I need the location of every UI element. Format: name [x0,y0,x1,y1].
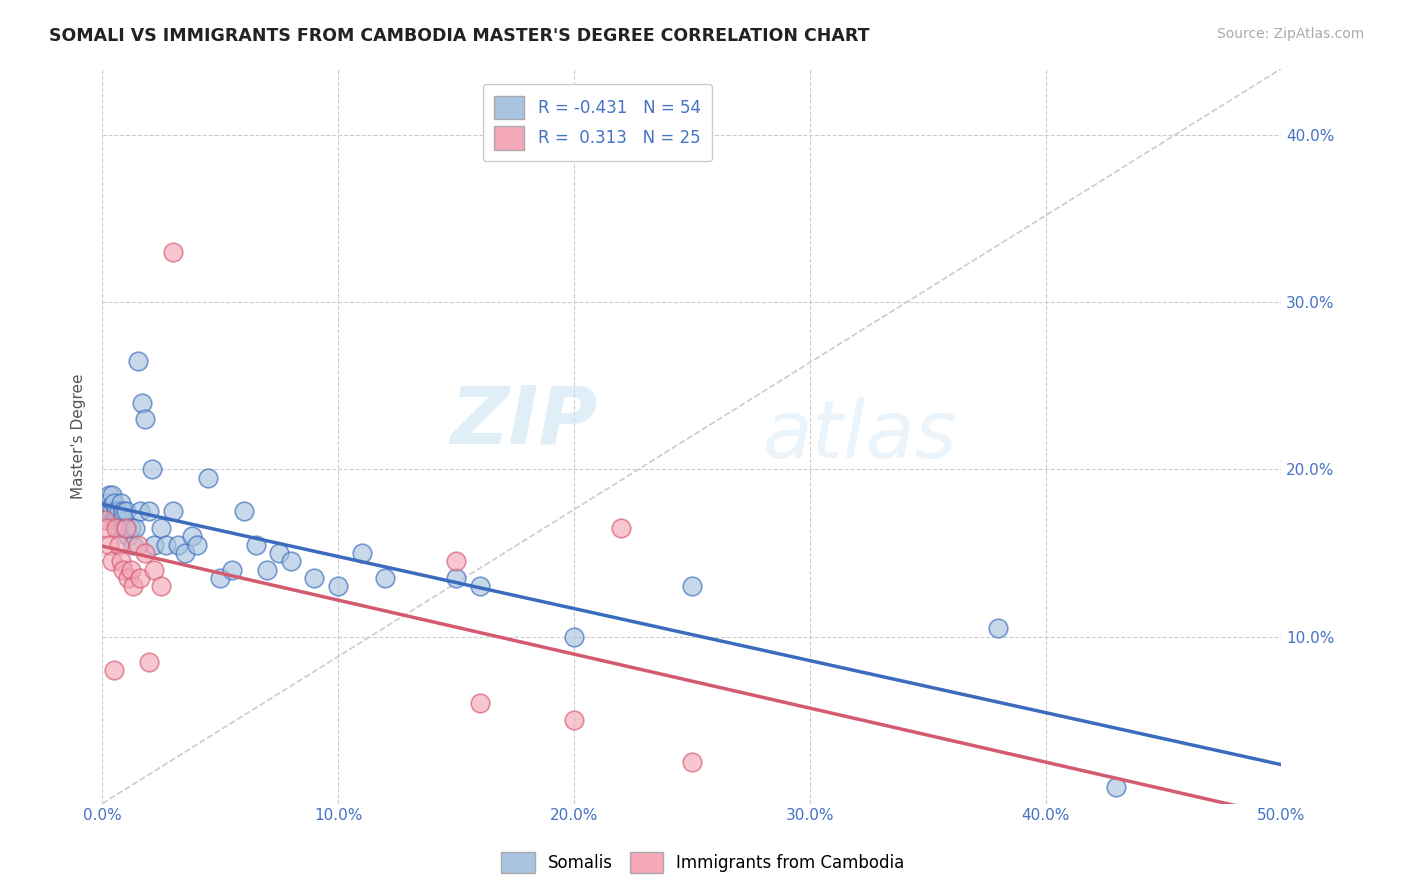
Text: ZIP: ZIP [450,383,598,460]
Point [444,571,467,585]
Point [468,697,491,711]
Point [134,412,156,426]
Point [155,538,177,552]
Point [138,504,160,518]
Point [129,571,152,585]
Point [280,554,302,568]
Point [103,496,125,510]
Point [96,521,118,535]
Point [209,571,232,585]
Point [103,663,125,677]
Point [107,538,129,552]
Point [105,521,128,535]
Point [100,487,122,501]
Point [112,521,135,535]
Point [350,546,373,560]
Point [562,630,585,644]
Point [245,538,267,552]
Point [107,521,129,535]
Point [374,571,396,585]
Point [150,521,173,535]
Point [112,504,135,518]
Point [267,546,290,560]
Point [124,521,146,535]
Point [98,504,121,518]
Point [110,513,132,527]
Point [681,579,703,593]
Point [468,579,491,593]
Point [103,513,125,527]
Point [127,538,149,552]
Point [197,471,219,485]
Point [117,571,139,585]
Point [173,546,195,560]
Point [114,521,136,535]
Point [180,529,202,543]
Point [143,563,166,577]
Point [326,579,349,593]
Point [304,571,326,585]
Point [110,554,132,568]
Point [221,563,243,577]
Point [681,755,703,769]
Point [562,713,585,727]
Point [131,395,153,409]
Point [122,579,145,593]
Text: SOMALI VS IMMIGRANTS FROM CAMBODIA MASTER'S DEGREE CORRELATION CHART: SOMALI VS IMMIGRANTS FROM CAMBODIA MASTE… [49,27,870,45]
Point [98,487,121,501]
Point [232,504,254,518]
Point [122,538,145,552]
Point [129,504,152,518]
Point [100,504,122,518]
Point [114,521,136,535]
Text: atlas: atlas [762,397,957,475]
Point [987,621,1010,635]
Point [143,538,166,552]
Point [93,513,115,527]
Point [444,554,467,568]
Point [105,513,128,527]
Point [105,504,128,518]
Point [120,563,142,577]
Point [138,655,160,669]
Point [98,538,121,552]
Point [96,496,118,510]
Point [610,521,633,535]
Point [110,496,132,510]
Point [114,504,136,518]
Point [186,538,208,552]
Point [141,462,163,476]
Point [93,504,115,518]
Legend: Somalis, Immigrants from Cambodia: Somalis, Immigrants from Cambodia [495,846,911,880]
Text: Source: ZipAtlas.com: Source: ZipAtlas.com [1216,27,1364,41]
Point [100,554,122,568]
Y-axis label: Master's Degree: Master's Degree [72,374,86,499]
Point [150,579,173,593]
Legend: R = -0.431   N = 54, R =  0.313   N = 25: R = -0.431 N = 54, R = 0.313 N = 25 [482,84,713,161]
Point [127,354,149,368]
Point [162,504,184,518]
Point [112,563,135,577]
Point [134,546,156,560]
Point [107,504,129,518]
Point [117,529,139,543]
Point [120,521,142,535]
Point [1105,780,1128,794]
Point [162,245,184,260]
Point [166,538,188,552]
Point [256,563,278,577]
